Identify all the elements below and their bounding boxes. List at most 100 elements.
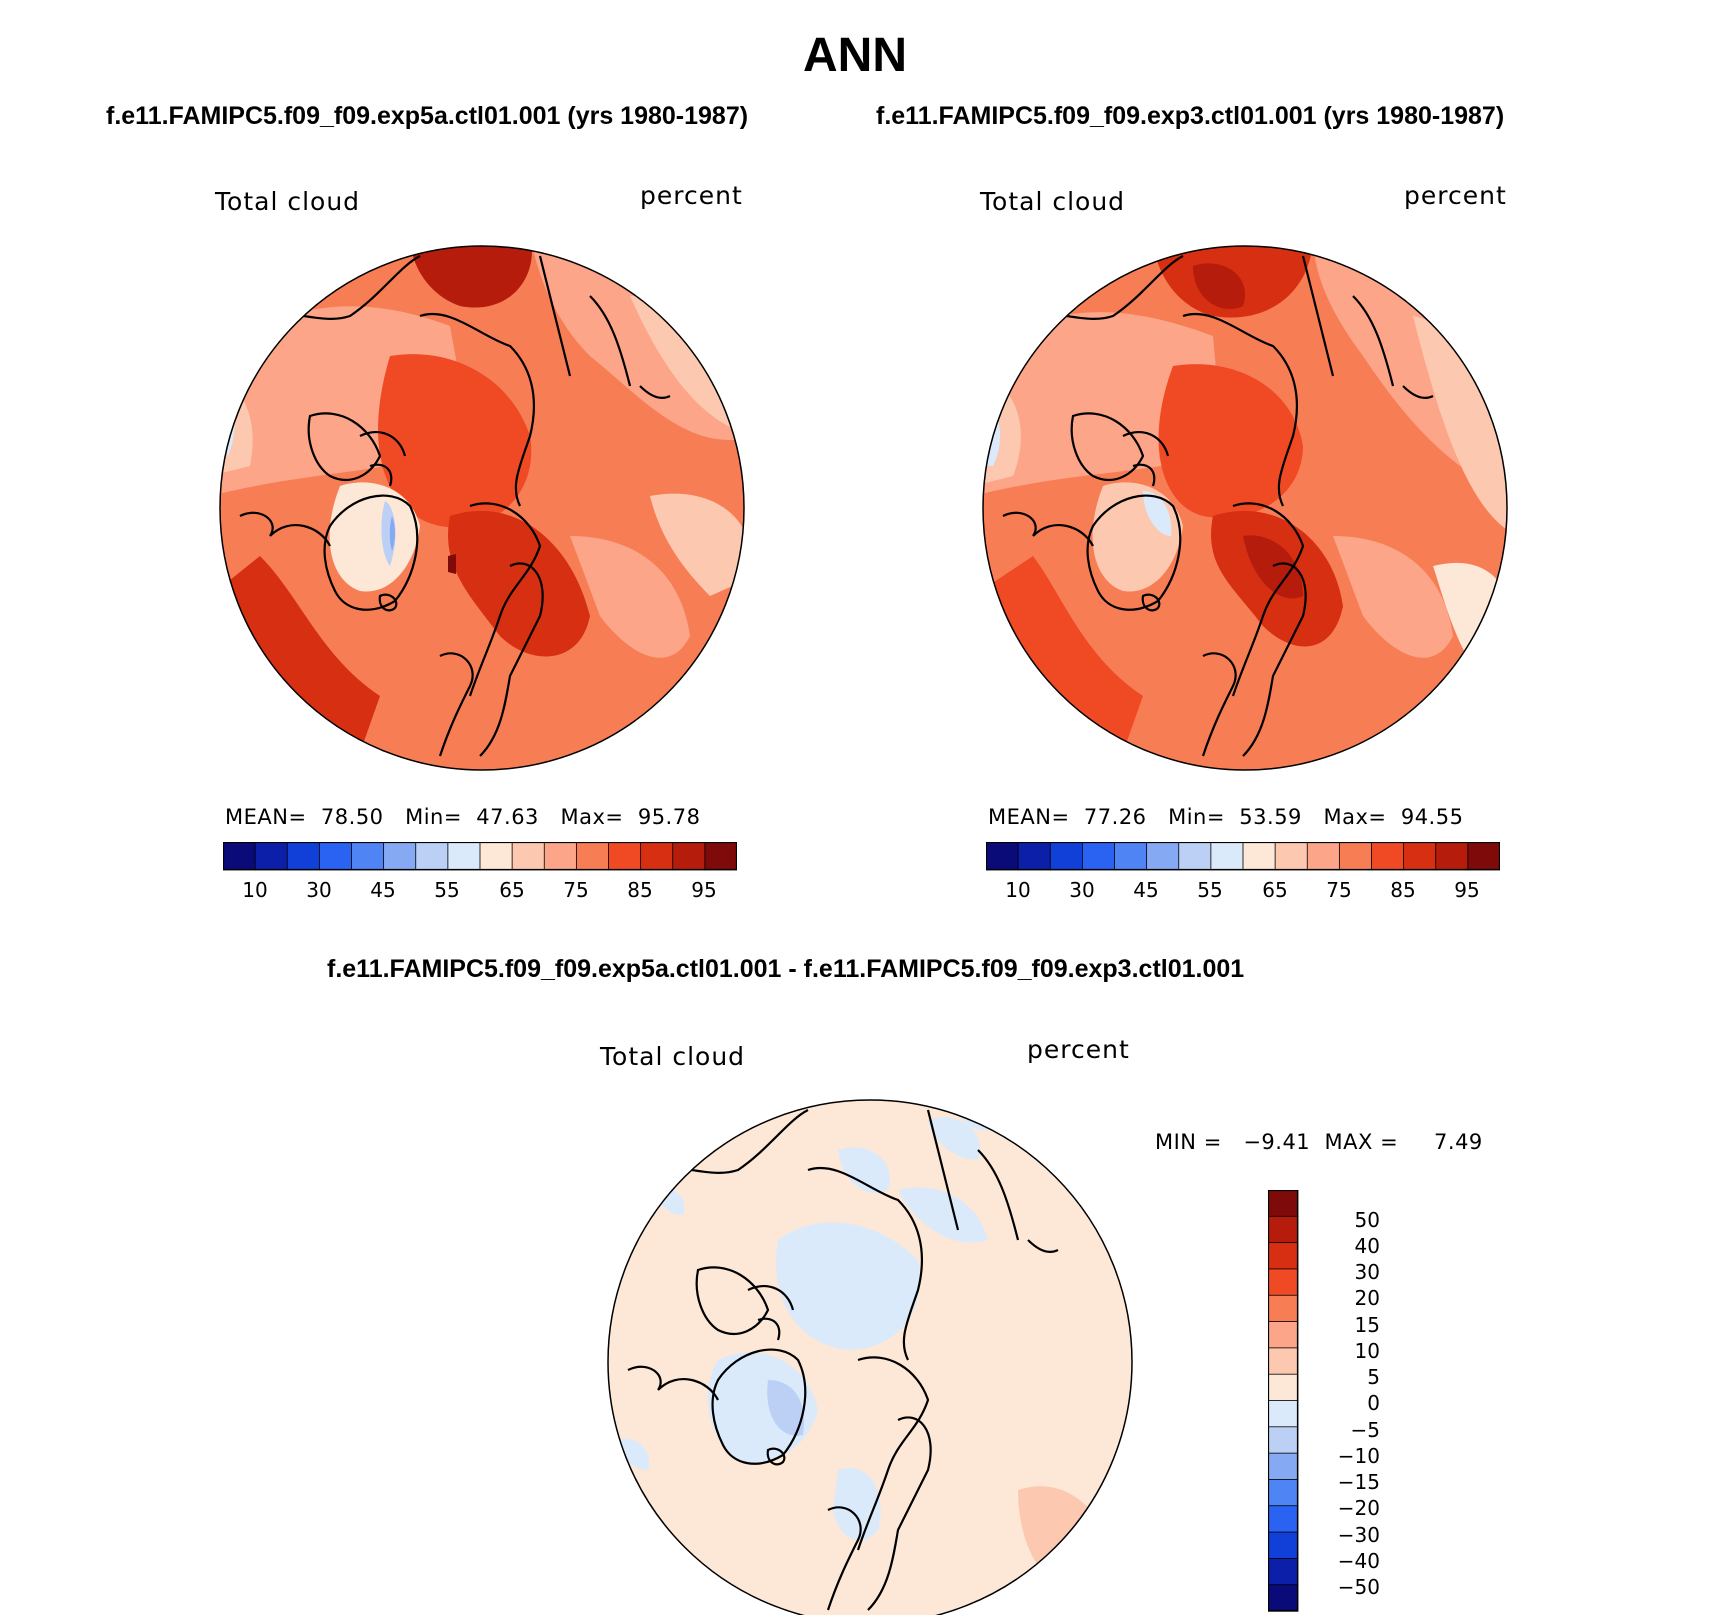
colorbar-tick: 95 xyxy=(691,878,717,902)
colorbar-swatch xyxy=(254,842,288,871)
colorbar-swatch xyxy=(1049,842,1084,871)
colorbar-swatch xyxy=(1467,842,1500,871)
colorbar-swatch xyxy=(608,842,642,871)
colorbar-left xyxy=(223,842,737,871)
coastlines xyxy=(983,255,1434,757)
colorbar-right xyxy=(986,842,1500,871)
map-boundary xyxy=(219,245,745,771)
colorbar-labels-left: 10 30 45 55 65 75 85 95 xyxy=(223,878,737,904)
case-title-left: f.e11.FAMIPC5.f09_f09.exp5a.ctl01.001 (y… xyxy=(106,102,749,130)
colorbar-swatch xyxy=(672,842,706,871)
colorbar-swatch xyxy=(1017,842,1051,871)
colorbar-tick: −10 xyxy=(1337,1444,1380,1468)
difference-title: f.e11.FAMIPC5.f09_f09.exp5a.ctl01.001 - … xyxy=(327,955,1245,983)
colorbar-tick: 65 xyxy=(499,878,525,902)
cloud-field-region xyxy=(838,1147,890,1194)
colorbar-swatch xyxy=(1178,842,1212,871)
colorbar-swatch xyxy=(415,842,449,871)
colorbar-swatch xyxy=(1403,842,1437,871)
colorbar-swatch xyxy=(1274,842,1308,871)
colorbar-swatch xyxy=(1081,842,1116,871)
colorbar-tick: 30 xyxy=(1354,1260,1380,1284)
cloud-field-region xyxy=(410,246,532,308)
colorbar-tick: 40 xyxy=(1354,1234,1380,1258)
colorbar-tick: −40 xyxy=(1337,1549,1380,1573)
colorbar-swatch xyxy=(1268,1373,1299,1402)
colorbar-swatch xyxy=(1371,842,1405,871)
colorbar-swatch xyxy=(1268,1426,1299,1454)
cloud-field-region xyxy=(1243,535,1303,599)
colorbar-tick: 10 xyxy=(1005,878,1031,902)
variable-label-diff: Total cloud xyxy=(600,1042,746,1071)
colorbar-swatch xyxy=(1268,1215,1299,1244)
colorbar-swatch xyxy=(1210,842,1244,871)
cloud-field-region xyxy=(618,1439,649,1470)
cloud-field-region xyxy=(1193,263,1245,310)
colorbar-tick: 30 xyxy=(306,878,332,902)
colorbar-swatch xyxy=(543,842,578,871)
colorbar-tick: 75 xyxy=(1326,878,1352,902)
page-title: ANN xyxy=(803,29,907,82)
colorbar-tick: 10 xyxy=(1354,1339,1380,1363)
colorbar-tick: 50 xyxy=(1354,1208,1380,1232)
colorbar-swatch xyxy=(318,842,353,871)
cloud-field-region xyxy=(898,1187,988,1243)
cloud-field-region xyxy=(1143,491,1172,536)
cloud-field-region xyxy=(707,1352,818,1463)
colorbar-swatch xyxy=(223,842,256,871)
colorbar-swatch xyxy=(383,842,417,871)
cloud-field-region xyxy=(776,1222,920,1350)
stats-left: MEAN= 78.50 Min= 47.63 Max= 95.78 xyxy=(225,805,701,829)
cloud-field-region xyxy=(767,1380,804,1436)
colorbar-diff xyxy=(1268,1190,1299,1612)
colorbar-swatch xyxy=(704,842,737,871)
colorbar-tick: 20 xyxy=(1354,1286,1380,1310)
colorbar-tick: 0 xyxy=(1367,1391,1380,1415)
colorbar-tick: 95 xyxy=(1454,878,1480,902)
colorbar-tick: 65 xyxy=(1262,878,1288,902)
cloud-field-region xyxy=(570,536,690,658)
colorbar-swatch xyxy=(1268,1347,1299,1375)
colorbar-swatch xyxy=(1268,1584,1299,1612)
colorbar-swatch xyxy=(479,842,513,871)
cloud-field-region xyxy=(378,354,532,528)
colorbar-tick: 5 xyxy=(1367,1365,1380,1389)
cloud-field-region xyxy=(1333,536,1453,658)
colorbar-swatch xyxy=(1268,1294,1299,1323)
case-title-right: f.e11.FAMIPC5.f09_f09.exp3.ctl01.001 (yr… xyxy=(876,102,1505,130)
colorbar-tick: 30 xyxy=(1069,878,1095,902)
colorbar-tick: −20 xyxy=(1337,1496,1380,1520)
colorbar-swatch xyxy=(1338,842,1373,871)
colorbar-swatch xyxy=(1268,1505,1299,1533)
units-label-diff: percent xyxy=(1027,1035,1130,1064)
colorbar-tick: 85 xyxy=(627,878,653,902)
units-label-left: percent xyxy=(640,181,743,210)
variable-label-left: Total cloud xyxy=(215,187,361,216)
colorbar-swatch xyxy=(1268,1479,1299,1507)
variable-label-right: Total cloud xyxy=(980,187,1126,216)
colorbar-swatch xyxy=(1242,842,1276,871)
colorbar-swatch xyxy=(1268,1242,1299,1270)
colorbar-swatch xyxy=(286,842,321,871)
colorbar-tick: 55 xyxy=(1197,878,1223,902)
map-boundary xyxy=(607,1099,1133,1615)
cloud-field-region xyxy=(1158,364,1303,518)
colorbar-tick: 10 xyxy=(242,878,268,902)
colorbar-tick: 75 xyxy=(563,878,589,902)
cloud-field-region xyxy=(983,396,1001,466)
colorbar-swatch xyxy=(1268,1400,1299,1428)
colorbar-swatch xyxy=(1114,842,1148,871)
colorbar-tick: 15 xyxy=(1354,1313,1380,1337)
colorbar-tick: 85 xyxy=(1390,878,1416,902)
colorbar-swatch xyxy=(1268,1531,1299,1560)
colorbar-tick: 55 xyxy=(434,878,460,902)
colorbar-swatch xyxy=(1146,842,1180,871)
colorbar-tick: −30 xyxy=(1337,1523,1380,1547)
colorbar-swatch xyxy=(1435,842,1469,871)
units-label-right: percent xyxy=(1404,181,1507,210)
diff-minmax: MIN = −9.41 MAX = 7.49 xyxy=(1155,1130,1483,1154)
colorbar-swatch xyxy=(1268,1321,1299,1349)
colorbar-swatch xyxy=(1306,842,1341,871)
cloud-field-region xyxy=(329,482,420,592)
polar-map-left xyxy=(219,245,745,771)
